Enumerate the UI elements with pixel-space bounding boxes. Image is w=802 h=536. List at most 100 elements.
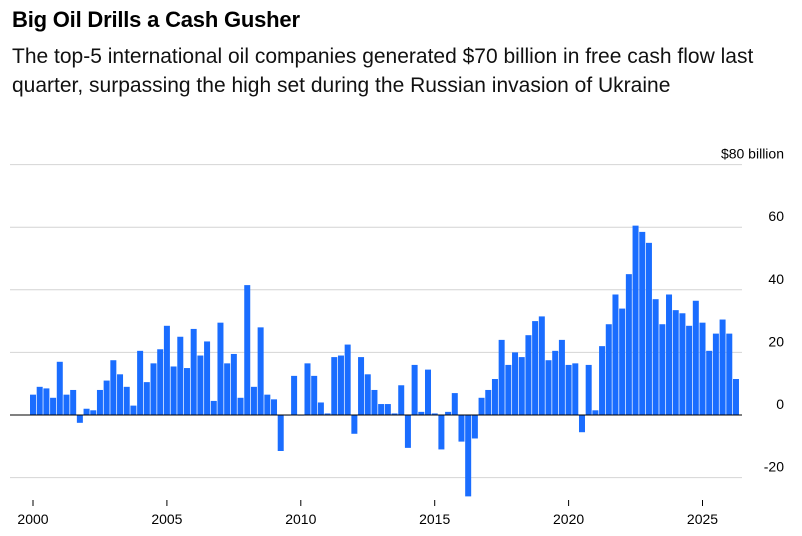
- data-bar: [391, 413, 398, 415]
- data-bar: [552, 350, 559, 415]
- data-bar: [712, 333, 719, 415]
- data-bar: [90, 410, 97, 415]
- chart-subtitle: The top-5 international oil companies ge…: [12, 45, 754, 97]
- data-bar: [378, 404, 385, 415]
- data-bar: [311, 375, 318, 415]
- data-bar: [565, 364, 572, 415]
- data-bar: [137, 350, 144, 415]
- data-bar: [50, 397, 57, 415]
- data-bar: [471, 415, 478, 439]
- data-bar: [63, 394, 70, 415]
- x-tick-label: 2010: [285, 511, 316, 527]
- data-bar: [271, 399, 278, 415]
- data-bar: [699, 322, 706, 415]
- data-bar: [364, 374, 371, 415]
- x-tick-label: 2000: [17, 511, 48, 527]
- data-bar: [143, 382, 150, 415]
- data-bar: [103, 380, 110, 415]
- y-tick-label: 40: [768, 271, 784, 287]
- data-bar: [585, 364, 592, 415]
- data-bar: [666, 294, 673, 415]
- data-bar: [491, 379, 498, 415]
- data-bar: [70, 389, 77, 415]
- data-bar: [163, 325, 170, 415]
- data-bar: [317, 402, 324, 415]
- data-bar: [639, 231, 646, 415]
- data-bar: [706, 350, 713, 415]
- data-bar: [686, 325, 693, 415]
- data-bar: [183, 368, 190, 415]
- data-bar: [190, 328, 197, 415]
- data-bar: [625, 274, 632, 415]
- bars-layer: [30, 225, 739, 497]
- data-bar: [732, 379, 739, 415]
- data-bar: [150, 363, 157, 415]
- data-bar: [404, 415, 411, 448]
- x-tick-label: 2015: [419, 511, 450, 527]
- data-bar: [237, 397, 244, 415]
- x-tick-label: 2005: [151, 511, 182, 527]
- data-bar: [224, 363, 231, 415]
- data-bar: [324, 413, 331, 415]
- data-bar: [498, 339, 505, 415]
- data-bar: [505, 364, 512, 415]
- y-tick-label: 0: [776, 396, 784, 412]
- chart-title: Big Oil Drills a Cash Gusher: [12, 7, 300, 32]
- data-bar: [425, 369, 432, 415]
- data-bar: [438, 415, 445, 450]
- data-bar: [123, 386, 130, 415]
- data-bar: [525, 335, 532, 415]
- data-bar: [337, 355, 344, 415]
- grid-layer: [10, 164, 742, 479]
- data-bar: [672, 310, 679, 415]
- data-bar: [277, 415, 284, 451]
- data-bar: [384, 404, 391, 415]
- data-bar: [170, 366, 177, 415]
- data-bar: [545, 360, 552, 415]
- x-tick-label: 2025: [687, 511, 718, 527]
- data-bar: [197, 355, 204, 415]
- data-bar: [96, 389, 103, 415]
- y-tick-label: 20: [768, 333, 784, 349]
- data-bar: [244, 285, 251, 415]
- data-bar: [679, 313, 686, 415]
- data-bar: [652, 299, 659, 415]
- data-bar: [445, 411, 452, 415]
- data-bar: [130, 405, 137, 415]
- data-bar: [398, 385, 405, 415]
- data-bar: [458, 415, 465, 442]
- data-bar: [257, 327, 264, 415]
- data-bar: [371, 389, 378, 415]
- y-tick-label: 60: [768, 208, 784, 224]
- data-bar: [56, 361, 63, 415]
- data-bar: [204, 341, 211, 415]
- data-bar: [592, 410, 599, 415]
- data-bar: [157, 349, 164, 415]
- data-bar: [605, 324, 612, 415]
- y-tick-label: $80 billion: [721, 146, 784, 162]
- data-bar: [632, 225, 639, 415]
- data-bar: [451, 393, 458, 415]
- data-bar: [478, 397, 485, 415]
- data-bar: [726, 333, 733, 415]
- data-bar: [110, 360, 117, 415]
- data-bar: [692, 300, 699, 415]
- data-bar: [43, 388, 50, 415]
- data-bar: [411, 364, 418, 415]
- data-bar: [431, 413, 438, 415]
- y-tick-label: -20: [764, 459, 784, 475]
- data-bar: [465, 415, 472, 497]
- data-bar: [76, 415, 83, 423]
- data-bar: [177, 336, 184, 415]
- data-bar: [117, 374, 124, 415]
- data-bar: [30, 394, 36, 415]
- data-bar: [719, 319, 726, 415]
- data-bar: [572, 363, 579, 415]
- data-bar: [538, 316, 545, 415]
- data-bar: [518, 357, 525, 415]
- data-bar: [264, 394, 271, 415]
- data-bar: [331, 357, 338, 415]
- data-bar: [418, 411, 425, 415]
- data-bar: [659, 324, 666, 415]
